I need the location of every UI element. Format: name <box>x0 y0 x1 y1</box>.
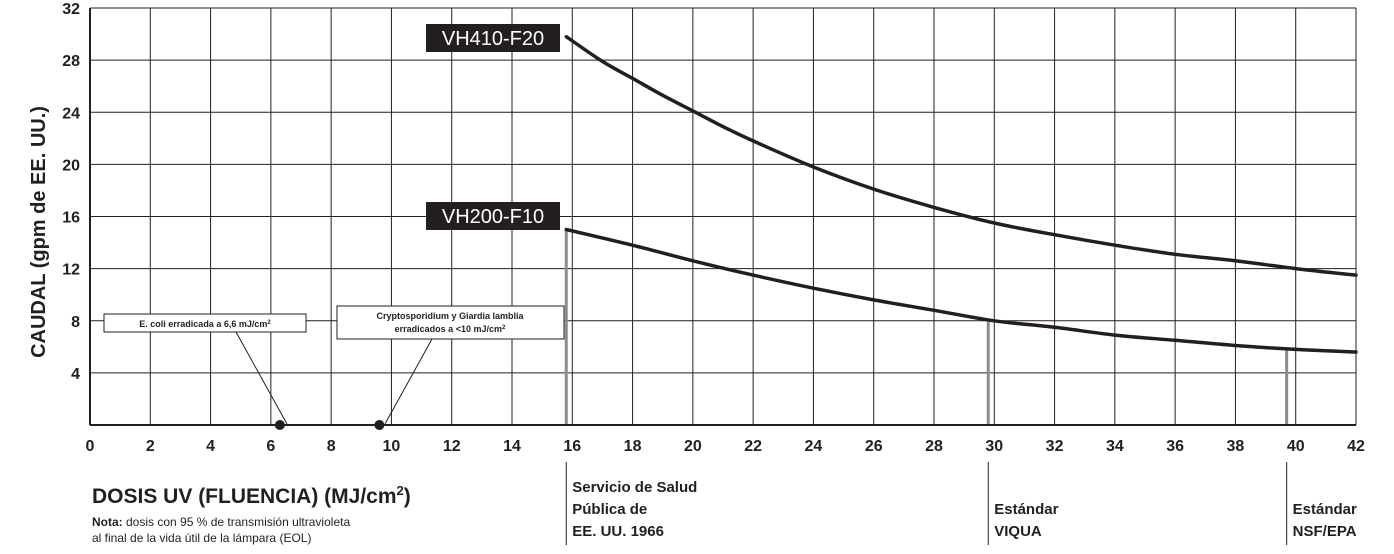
series-line-vh410 <box>564 34 1358 277</box>
standard-label-line: NSF/EPA <box>1293 523 1357 540</box>
y-tick-label: 28 <box>62 53 80 70</box>
x-tick-label: 8 <box>327 438 336 455</box>
y-axis-title: CAUDAL (gpm de EE. UU.) <box>28 106 50 358</box>
x-tick-label: 30 <box>985 438 1003 455</box>
series-label-vh200: VH200-F10 <box>442 206 544 228</box>
standards-labels: Servicio de Salud Pública de EE. UU. 1966 E… <box>565 462 1357 545</box>
x-tick-label: 28 <box>925 438 943 455</box>
y-tick-label: 32 <box>62 1 80 18</box>
x-tick-label: 24 <box>805 438 823 455</box>
crypto-annotation-line1: Cryptosporidium y Giardia lamblia <box>376 311 524 321</box>
x-tick-label: 0 <box>86 438 95 455</box>
x-tick-labels: 0 2 4 6 8 10 12 14 16 18 20 22 24 26 28 30 32 34 36 38 40 42 <box>86 438 1365 455</box>
x-tick-label: 4 <box>206 438 215 455</box>
series-line-vh200 <box>564 227 1358 354</box>
x-tick-label: 20 <box>684 438 702 455</box>
x-tick-label: 40 <box>1287 438 1305 455</box>
pathogen-markers <box>274 420 385 430</box>
x-tick-label: 38 <box>1227 438 1245 455</box>
y-tick-label: 20 <box>62 157 80 174</box>
series-label-vh410: VH410-F20 <box>442 28 544 50</box>
standard-label-line: Estándar <box>1293 501 1357 518</box>
y-tick-label: 12 <box>62 262 80 279</box>
standard-label-line: Pública de <box>572 501 647 518</box>
x-tick-label: 10 <box>383 438 401 455</box>
x-tick-label: 26 <box>865 438 883 455</box>
axes <box>89 8 1357 426</box>
y-tick-label: 8 <box>71 314 80 331</box>
y-tick-label: 4 <box>71 366 80 383</box>
standard-label-line: VIQUA <box>994 523 1042 540</box>
crypto-annotation-line2: erradicados a <10 mJ/cm2 <box>395 324 506 334</box>
legend-vh410: VH410-F20 <box>426 24 560 52</box>
x-axis-title: DOSIS UV (FLUENCIA) (MJ/cm2) <box>92 483 411 508</box>
note-line2: al final de la vida útil de la lámpara (… <box>92 531 311 545</box>
x-tick-label: 36 <box>1166 438 1184 455</box>
note-line1: Nota: dosis con 95 % de transmisión ultr… <box>92 515 350 529</box>
x-tick-label: 34 <box>1106 438 1124 455</box>
x-tick-label: 42 <box>1347 438 1365 455</box>
y-tick-label: 24 <box>62 105 80 122</box>
standard-label-line: EE. UU. 1966 <box>572 523 664 540</box>
x-tick-label: 6 <box>266 438 275 455</box>
x-tick-label: 16 <box>563 438 581 455</box>
standard-label-line: Estándar <box>994 501 1058 518</box>
standard-reference-lines <box>564 229 1289 425</box>
grid <box>90 7 1356 425</box>
standard-label-line: Servicio de Salud <box>572 479 697 496</box>
x-tick-label: 22 <box>744 438 762 455</box>
x-tick-label: 18 <box>624 438 642 455</box>
x-tick-label: 14 <box>503 438 521 455</box>
x-tick-label: 2 <box>146 438 155 455</box>
legend-vh200: VH200-F10 <box>426 202 560 230</box>
y-tick-labels: 4 8 12 16 20 24 28 32 <box>62 1 80 383</box>
model-curves <box>564 34 1358 354</box>
y-tick-label: 16 <box>62 210 80 227</box>
crypto-annotation: Cryptosporidium y Giardia lamblia erradi… <box>336 305 565 425</box>
pathogen-marker-point <box>274 420 285 430</box>
pathogen-marker-point <box>374 420 385 430</box>
ecoli-annotation: E. coli erradicada a 6,6 mJ/cm2 <box>103 313 307 425</box>
x-tick-label: 12 <box>443 438 461 455</box>
ecoli-annotation-text: E. coli erradicada a 6,6 mJ/cm2 <box>139 319 271 329</box>
x-tick-label: 32 <box>1046 438 1064 455</box>
